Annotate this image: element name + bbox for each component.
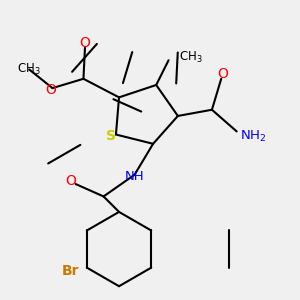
Text: Br: Br (61, 264, 79, 278)
Text: NH$_2$: NH$_2$ (240, 128, 266, 144)
Text: NH: NH (125, 170, 144, 183)
Text: S: S (106, 129, 116, 143)
Text: O: O (80, 36, 90, 50)
Text: CH$_3$: CH$_3$ (179, 50, 203, 65)
Text: O: O (46, 82, 56, 97)
Text: CH$_3$: CH$_3$ (17, 62, 41, 77)
Text: O: O (66, 174, 76, 188)
Text: O: O (217, 67, 228, 81)
